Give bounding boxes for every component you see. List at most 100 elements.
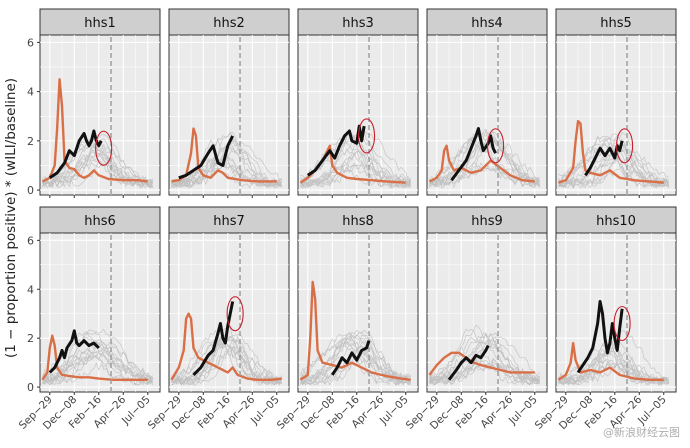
strip-label-hhs6: hhs6 — [84, 214, 116, 229]
past-season-line — [42, 150, 153, 186]
strip-hhs8 — [297, 206, 419, 234]
past-season-line — [42, 338, 153, 382]
past-season-line — [42, 350, 153, 384]
highlight-circle — [613, 305, 631, 342]
past-season-line — [42, 153, 153, 188]
past-season-line — [558, 144, 669, 186]
strip-hhs2 — [168, 8, 290, 36]
plot-bg-hhs6 — [39, 232, 161, 393]
orange-season-line — [170, 312, 282, 381]
past-season-line — [171, 147, 282, 188]
current-season-line — [450, 127, 497, 182]
past-season-line — [558, 137, 669, 187]
plot-bg-hhs2 — [168, 34, 290, 196]
past-season-line — [42, 352, 153, 386]
strip-label-hhs3: hhs3 — [342, 16, 374, 31]
past-season-line — [42, 149, 153, 189]
highlight-circle — [616, 128, 634, 164]
past-season-line — [558, 131, 669, 189]
past-season-line — [558, 350, 669, 386]
y-tick-label: 6 — [27, 234, 34, 247]
plot-bg-hhs4 — [426, 34, 548, 196]
past-season-line — [429, 136, 540, 189]
strip-hhs9 — [426, 206, 548, 234]
past-season-line — [42, 161, 153, 189]
orange-season-line — [557, 341, 664, 381]
past-seasons-hhs1 — [42, 134, 153, 189]
strip-label-hhs10: hhs10 — [596, 214, 636, 229]
past-season-line — [558, 361, 669, 385]
y-tick-label: 4 — [27, 283, 34, 296]
current-season-line — [48, 129, 103, 180]
past-seasons-hhs8 — [300, 329, 411, 386]
past-season-line — [300, 150, 411, 188]
past-season-line — [429, 137, 540, 188]
past-season-line — [558, 149, 669, 187]
current-season-line — [447, 344, 490, 381]
current-season-line — [576, 299, 624, 374]
past-season-line — [300, 129, 411, 187]
strip-label-hhs2: hhs2 — [213, 16, 245, 31]
watermark-text: @新浪财经云图 — [603, 426, 680, 439]
past-season-line — [300, 338, 411, 386]
strip-hhs1 — [39, 8, 161, 36]
strip-label-hhs9: hhs9 — [471, 214, 503, 229]
y-tick-label: 0 — [27, 381, 34, 394]
y-tick-label: 4 — [27, 86, 34, 99]
current-season-line — [306, 124, 366, 177]
plot-bg-hhs9 — [426, 232, 548, 393]
past-season-line — [429, 357, 540, 385]
past-season-line — [558, 343, 669, 385]
panel-hhs2: hhs2 — [168, 8, 290, 198]
strip-label-hhs7: hhs7 — [213, 214, 245, 229]
past-seasons-hhs10 — [558, 330, 669, 386]
past-season-line — [429, 332, 540, 384]
panel-hhs4: hhs4 — [426, 8, 548, 198]
past-season-line — [300, 331, 411, 380]
y-tick-label: 2 — [27, 135, 34, 148]
strip-hhs4 — [426, 8, 548, 36]
strip-hhs5 — [555, 8, 677, 36]
grid-hhs8 — [298, 233, 418, 392]
current-season-line — [331, 340, 371, 376]
strip-hhs7 — [168, 206, 290, 234]
y-axis-label: (1 − proportion positive) * (wILI/baseli… — [3, 78, 19, 358]
past-season-line — [558, 358, 669, 386]
y-tick-label: 0 — [27, 184, 34, 197]
orange-season-line — [558, 119, 664, 184]
orange-season-line — [171, 127, 277, 183]
past-season-line — [300, 131, 411, 184]
past-season-line — [171, 346, 282, 385]
orange-season-line — [299, 280, 411, 381]
highlight-circle — [487, 128, 505, 164]
strip-label-hhs5: hhs5 — [600, 16, 632, 31]
y-tick-label: 6 — [27, 36, 34, 49]
y-tick-label: 2 — [27, 332, 34, 345]
past-season-line — [429, 356, 540, 384]
orange-season-line — [41, 78, 148, 183]
panel-hhs5: hhs5 — [555, 8, 677, 198]
past-season-line — [429, 131, 540, 189]
highlight-circle — [95, 130, 113, 166]
strip-label-hhs4: hhs4 — [471, 16, 503, 31]
current-season-line — [584, 140, 624, 177]
highlight-circle — [226, 296, 244, 332]
current-season-line — [178, 135, 235, 180]
orange-season-line — [428, 351, 535, 376]
current-season-line — [48, 329, 100, 374]
panel-hhs1: hhs1 0 2 4 6 — [27, 8, 161, 198]
strip-label-hhs1: hhs1 — [84, 16, 116, 31]
highlight-circle — [358, 118, 376, 154]
strip-label-hhs8: hhs8 — [342, 214, 374, 229]
grid-hhs5 — [556, 35, 676, 195]
panel-hhs3: hhs3 — [297, 8, 419, 198]
strip-hhs10 — [555, 206, 677, 234]
past-season-line — [171, 346, 282, 386]
